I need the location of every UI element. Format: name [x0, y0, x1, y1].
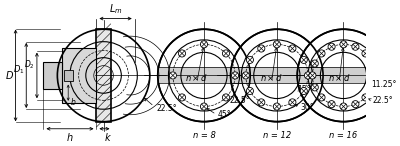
Circle shape: [178, 94, 186, 101]
Text: n = 12: n = 12: [263, 131, 291, 140]
Circle shape: [300, 56, 307, 64]
Text: 22.5°: 22.5°: [157, 104, 178, 113]
Circle shape: [362, 94, 369, 101]
Circle shape: [309, 72, 316, 79]
Circle shape: [273, 41, 280, 48]
Circle shape: [178, 50, 186, 57]
Circle shape: [200, 41, 208, 48]
Circle shape: [169, 72, 176, 79]
Circle shape: [318, 94, 325, 101]
Circle shape: [258, 99, 265, 106]
Circle shape: [200, 103, 208, 110]
Circle shape: [352, 101, 359, 108]
Circle shape: [222, 94, 230, 101]
Bar: [231, 67, 323, 83]
Circle shape: [369, 84, 376, 91]
Text: 11.25°: 11.25°: [371, 80, 396, 89]
Circle shape: [289, 99, 296, 106]
Bar: [44, 62, 62, 89]
Text: $D_1$: $D_1$: [13, 64, 24, 76]
Text: $k$: $k$: [104, 131, 112, 143]
Bar: [62, 48, 96, 103]
Circle shape: [273, 103, 280, 110]
Circle shape: [340, 41, 347, 48]
Text: 22.5°: 22.5°: [373, 96, 394, 105]
Text: $D_2$: $D_2$: [24, 59, 35, 71]
Bar: [64, 70, 73, 81]
Circle shape: [328, 43, 335, 50]
Text: n = 16: n = 16: [329, 131, 358, 140]
Circle shape: [246, 56, 254, 64]
Text: 45°: 45°: [217, 110, 231, 119]
Circle shape: [246, 87, 254, 95]
Circle shape: [311, 60, 318, 67]
Bar: [158, 67, 250, 83]
Circle shape: [222, 50, 230, 57]
Text: 22.5°: 22.5°: [230, 96, 250, 105]
Circle shape: [242, 72, 249, 79]
Bar: [96, 29, 111, 122]
Circle shape: [371, 72, 378, 79]
Circle shape: [300, 87, 307, 95]
Circle shape: [304, 72, 312, 79]
Circle shape: [289, 45, 296, 52]
Circle shape: [232, 72, 239, 79]
Text: $D$: $D$: [5, 69, 14, 81]
Text: $n \times d$: $n \times d$: [185, 72, 208, 82]
Circle shape: [352, 43, 359, 50]
Circle shape: [258, 45, 265, 52]
Circle shape: [318, 50, 325, 57]
Circle shape: [231, 29, 323, 122]
Circle shape: [362, 50, 369, 57]
Text: 30°: 30°: [301, 103, 314, 112]
Circle shape: [369, 60, 376, 67]
Circle shape: [297, 29, 390, 122]
Text: $h$: $h$: [66, 131, 74, 143]
Circle shape: [328, 101, 335, 108]
Text: $b$: $b$: [70, 95, 76, 107]
Circle shape: [158, 29, 250, 122]
Text: 15°: 15°: [297, 85, 311, 94]
Text: $n \times d$: $n \times d$: [260, 72, 283, 82]
Circle shape: [340, 103, 347, 110]
Text: $L_m$: $L_m$: [109, 2, 122, 16]
Circle shape: [311, 84, 318, 91]
Text: $n \times d$: $n \times d$: [328, 72, 350, 82]
Bar: [297, 67, 390, 83]
Text: n = 8: n = 8: [192, 131, 216, 140]
